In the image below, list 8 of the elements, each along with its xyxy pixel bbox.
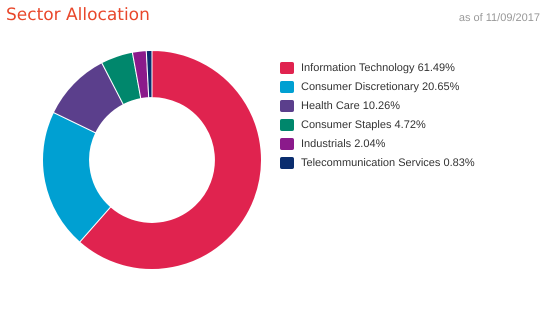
legend-label: Information Technology 61.49% xyxy=(301,62,455,74)
text: as of 11/09/2017 xyxy=(458,12,540,24)
legend-label: Industrials 2.04% xyxy=(301,138,386,150)
legend-label: Telecommunication Services 0.83% xyxy=(301,156,475,168)
chart-title: Sector Allocation xyxy=(6,5,150,25)
legend-label: Health Care 10.26% xyxy=(301,100,400,112)
legend-label: Consumer Staples 4.72% xyxy=(301,118,426,130)
legend-label: Consumer Discretionary 20.65% xyxy=(301,80,460,92)
